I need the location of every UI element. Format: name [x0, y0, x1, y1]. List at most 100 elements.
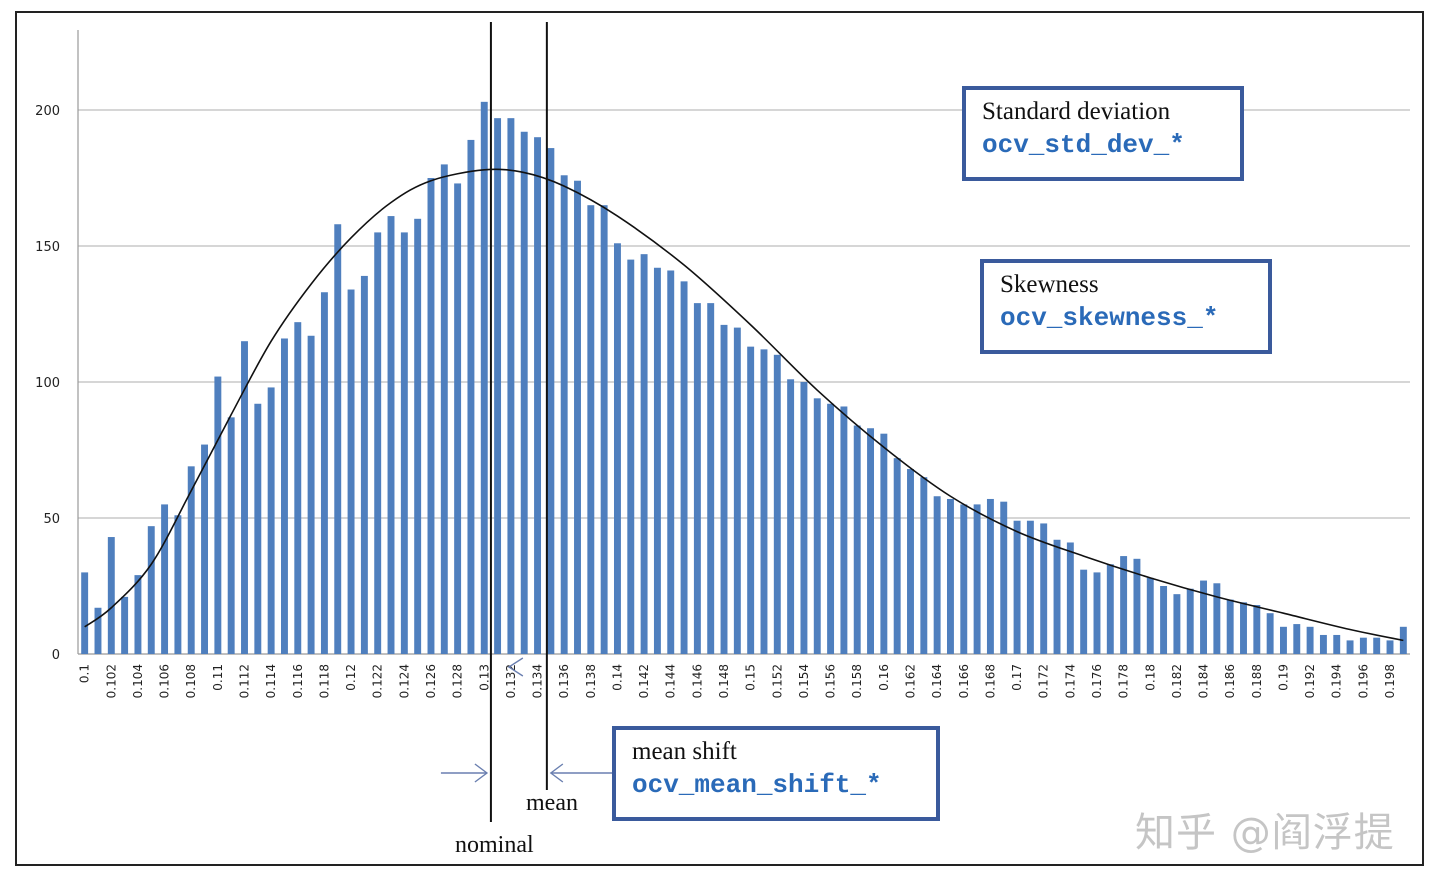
bar	[1106, 564, 1114, 654]
bar	[560, 175, 568, 654]
marker-lines	[440, 22, 612, 822]
bar	[1053, 539, 1061, 654]
bar	[1293, 624, 1301, 654]
bar	[494, 118, 502, 654]
bar	[1160, 586, 1168, 654]
bar	[946, 498, 954, 654]
x-tick-label: 0.154	[797, 664, 811, 698]
bar	[360, 275, 368, 654]
x-tick-label: 0.116	[291, 664, 305, 698]
x-tick-label: 0.106	[158, 664, 172, 698]
bar	[587, 205, 595, 654]
mean-shift-box: mean shift ocv_mean_shift_*	[612, 726, 940, 821]
x-tick-label: 0.17	[1010, 664, 1024, 691]
bar	[227, 417, 235, 654]
bar	[867, 428, 875, 654]
skewness-box: Skewness ocv_skewness_*	[980, 259, 1272, 354]
bar	[174, 515, 182, 654]
bar	[147, 526, 155, 654]
x-tick-label: 0.194	[1330, 664, 1344, 698]
bar	[387, 216, 395, 654]
bar	[107, 537, 115, 654]
bar	[1346, 640, 1354, 654]
x-tick-label: 0.166	[957, 664, 971, 698]
bar	[161, 504, 169, 654]
bar	[294, 322, 302, 654]
x-tick-label: 0.122	[371, 664, 385, 698]
bar	[667, 270, 675, 654]
bar	[1266, 613, 1274, 654]
x-tick-label: 0.188	[1250, 664, 1264, 698]
bar	[880, 433, 888, 654]
x-tick-label: 0.174	[1063, 664, 1077, 698]
x-tick-label: 0.164	[930, 664, 944, 698]
bar	[1359, 637, 1367, 654]
bar	[214, 376, 222, 654]
bar	[121, 596, 129, 654]
bar	[1146, 577, 1154, 654]
y-tick-label: 100	[35, 376, 60, 391]
bar	[907, 469, 914, 654]
x-tick-label: 0.176	[1090, 664, 1104, 698]
bar	[201, 444, 209, 654]
y-tick-label: 0	[52, 648, 60, 663]
bar	[454, 183, 462, 654]
x-tick-label: 0.11	[211, 664, 225, 691]
bar	[773, 354, 781, 654]
x-axis-ticks: 0.1 0.102 0.104 0.106 0.108 0.11 0.112 0.114 0.1…	[78, 664, 1397, 698]
x-tick-label: 0.19	[1276, 664, 1290, 691]
y-tick-label: 150	[35, 240, 60, 255]
bar	[1040, 523, 1048, 654]
x-tick-label: 0.186	[1223, 664, 1237, 698]
fitted-curve	[84, 168, 1404, 642]
x-tick-label: 0.198	[1383, 664, 1397, 698]
bar	[653, 267, 661, 654]
bar	[520, 131, 528, 654]
bar	[813, 398, 821, 654]
bar	[1226, 599, 1234, 654]
bar	[320, 292, 328, 654]
bar	[613, 243, 621, 654]
mean-shift-code: ocv_mean_shift_*	[632, 770, 882, 800]
bar	[267, 387, 275, 654]
x-tick-label: 0.192	[1303, 664, 1317, 698]
bar	[1200, 580, 1208, 654]
skewness-title: Skewness	[1000, 271, 1099, 298]
x-tick-label: 0.144	[664, 664, 678, 698]
bar	[347, 289, 355, 654]
bar	[1319, 634, 1327, 654]
bar	[134, 575, 142, 654]
x-tick-label: 0.148	[717, 664, 731, 698]
y-tick-label: 50	[43, 512, 60, 527]
x-tick-label: 0.156	[824, 664, 838, 698]
bar	[574, 180, 581, 654]
x-tick-label: 0.152	[770, 664, 784, 698]
bar	[1253, 605, 1261, 654]
x-tick-label: 0.172	[1037, 664, 1051, 698]
bar	[467, 139, 475, 655]
x-tick-label: 0.16	[877, 664, 891, 691]
x-tick-label: 0.102	[104, 664, 118, 698]
bar	[693, 303, 701, 654]
bar	[334, 224, 342, 655]
bar	[547, 148, 555, 654]
x-tick-label: 0.104	[131, 664, 145, 698]
bar	[1066, 542, 1074, 654]
bar	[81, 572, 89, 654]
x-tick-label: 0.124	[397, 664, 411, 698]
x-tick-label: 0.196	[1356, 664, 1370, 698]
x-tick-label: 0.142	[637, 664, 651, 698]
bar	[1399, 626, 1407, 654]
bar	[1080, 569, 1088, 654]
bar	[1026, 520, 1034, 654]
skewness-code: ocv_skewness_*	[1000, 303, 1219, 333]
y-tick-label: 200	[35, 104, 60, 119]
bar	[800, 382, 808, 654]
bar	[254, 403, 262, 654]
bar	[627, 259, 635, 654]
bar	[1306, 626, 1314, 654]
x-tick-label: 0.13	[477, 664, 491, 691]
bar	[1186, 588, 1194, 654]
bars	[81, 101, 1407, 655]
